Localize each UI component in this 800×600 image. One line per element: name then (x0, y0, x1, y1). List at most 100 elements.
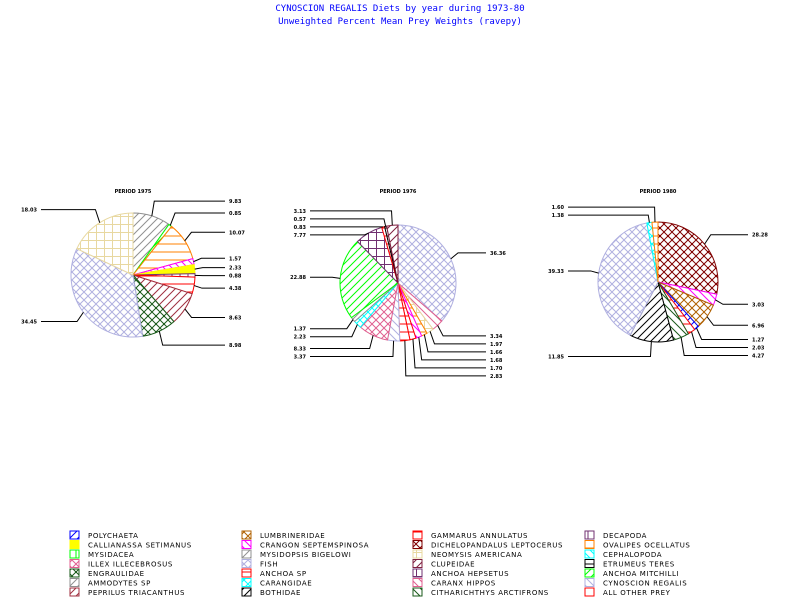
leader-line (310, 324, 358, 338)
data-label: 10.07 (229, 230, 245, 236)
data-label: 0.85 (229, 211, 242, 217)
legend-label: ANCHOA HEPSETUS (431, 570, 509, 578)
legend-item: CLUPEIDAE (412, 559, 475, 569)
leader-line (310, 335, 374, 349)
data-label: 4.27 (752, 354, 765, 360)
leader-line (696, 327, 748, 341)
leader-line (437, 325, 486, 337)
legend-label: ETRUMEUS TERES (603, 561, 675, 569)
data-label: 8.33 (294, 346, 307, 352)
leader-line (310, 340, 395, 357)
legend-label: AMMODYTES SP (88, 580, 151, 588)
leader-line (193, 257, 225, 263)
leader-line (169, 212, 225, 226)
legend-item: ANCHOA HEPSETUS (412, 568, 509, 578)
data-label: 8.63 (229, 315, 242, 321)
legend-swatch (241, 559, 252, 568)
legend-label: DICHELOPANDALUS LEPTOCERUS (431, 542, 563, 550)
legend-label: OVALIPES OCELLATUS (603, 542, 690, 550)
leader-line (310, 218, 387, 227)
legend-label: DECAPODA (603, 532, 647, 540)
data-label: 4.38 (229, 286, 242, 292)
legend-label: MYSIDACEA (88, 551, 134, 559)
leader-line (158, 331, 225, 346)
leader-line (715, 299, 748, 305)
legend-label: CARANGIDAE (260, 580, 312, 588)
pie-slice (397, 224, 457, 322)
legend-swatch (69, 540, 80, 549)
leader-line (704, 234, 748, 245)
legend-item: ANCHOA SP (241, 568, 307, 578)
data-label: 1.97 (490, 342, 503, 348)
legend-swatch (412, 587, 423, 597)
legend-label: LUMBRINERIDAE (260, 532, 325, 540)
legend-label: ANCHOA SP (260, 570, 307, 578)
pie-chart-1: PERIOD 1975 9.83 0.85 10.07 1.57 2.33 0.88 4.38… (21, 189, 245, 349)
legend-item: DICHELOPANDALUS LEPTOCERUS (412, 540, 563, 550)
legend-item: GAMMARUS ANNULATUS (412, 530, 527, 540)
data-label: 0.88 (229, 274, 242, 280)
data-label: 7.77 (294, 233, 307, 239)
legend-item: POLYCHAETA (69, 530, 138, 540)
legend-label: CEPHALOPODA (603, 551, 662, 559)
legend-swatch (584, 540, 595, 549)
data-label: 1.66 (490, 350, 503, 356)
data-label: 2.83 (490, 374, 503, 380)
legend-swatch (584, 559, 595, 568)
leader-line (568, 206, 656, 223)
legend-swatch (584, 568, 595, 578)
data-label: 2.03 (752, 346, 765, 352)
legend-item: AMMODYTES SP (69, 578, 151, 588)
legend-swatch (412, 530, 423, 540)
legend-swatch (69, 587, 80, 597)
legend-item: ANCHOA MITCHILLI (584, 568, 679, 578)
legend-swatch (584, 587, 595, 597)
legend-item: CYNOSCION REGALIS (584, 578, 687, 588)
data-label: 6.96 (752, 323, 765, 329)
chart-subtitle: Unweighted Percent Mean Prey Weights (ra… (278, 17, 522, 27)
legend-item: CITHARICHTHYS ARCTIFRONS (412, 587, 548, 597)
legend-item: CALLIANASSA SETIMANUS (69, 540, 192, 550)
data-label: 36.36 (490, 251, 506, 257)
leader-line (691, 331, 748, 349)
legend-item: ETRUMEUS TERES (584, 559, 675, 569)
pie-title: PERIOD 1975 (115, 189, 152, 195)
legend-item: CARANX HIPPOS (412, 578, 495, 588)
data-label: 22.88 (290, 275, 306, 281)
pie-title: PERIOD 1980 (640, 189, 677, 195)
data-label: 0.57 (294, 217, 307, 223)
pie-slice (597, 222, 659, 336)
legend-swatch (412, 568, 423, 578)
legend-item: DECAPODA (584, 530, 647, 540)
legend-item: OVALIPES OCELLATUS (584, 540, 690, 550)
legend-label: CALLIANASSA SETIMANUS (88, 542, 192, 550)
data-label: 2.33 (229, 266, 242, 272)
data-label: 18.03 (21, 208, 37, 214)
leader-line (680, 337, 748, 357)
legend-swatch (412, 559, 423, 568)
chart-title: CYNOSCION REGALIS Diets by year during 1… (275, 4, 525, 14)
leader-line (310, 276, 341, 279)
data-label: 1.27 (752, 338, 765, 344)
legend-swatch (241, 578, 252, 587)
data-label: 1.68 (490, 358, 503, 364)
legend-swatch (584, 578, 595, 587)
legend-item: CEPHALOPODA (584, 549, 662, 559)
leader-line (184, 231, 225, 242)
legend-label: PEPRILUS TRIACANTHUS (88, 589, 185, 597)
legend-label: FISH (260, 561, 278, 569)
legend-label: ENGRAULIDAE (88, 570, 145, 578)
leader-line (404, 340, 486, 377)
data-label: 1.38 (552, 213, 565, 219)
data-label: 8.98 (229, 343, 242, 349)
data-label: 3.13 (294, 209, 307, 215)
data-label: 11.85 (548, 355, 564, 361)
leader-line (184, 308, 225, 318)
leader-line (310, 319, 354, 330)
legend-swatch (412, 578, 423, 587)
pie-chart-2: PERIOD 1976 36.36 3.34 1.97 1.66 1.68 1.70 2.83… (290, 189, 506, 380)
legend-label: NEOMYSIS AMERICANA (431, 551, 522, 559)
data-label: 3.37 (294, 354, 307, 360)
legend-swatch (584, 549, 595, 559)
